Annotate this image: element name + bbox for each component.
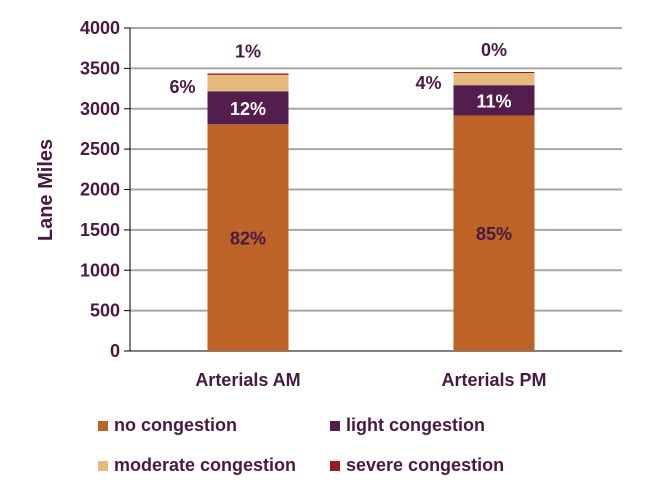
- legend-label: light congestion: [346, 415, 485, 435]
- data-label: 6%: [169, 77, 195, 97]
- bar-segment-moderate-congestion: [453, 73, 535, 86]
- bar-segment-moderate-congestion: [207, 74, 289, 92]
- legend-label: moderate congestion: [114, 455, 297, 475]
- legend-swatch: [330, 460, 340, 471]
- bar-segment-severe-congestion: [207, 73, 289, 75]
- bar-segment-light-congestion: [453, 85, 535, 116]
- bar-segment-no-congestion: [453, 115, 535, 352]
- y-tick-label: 3500: [80, 58, 120, 78]
- legend-label: no congestion: [114, 415, 237, 435]
- legend-severe-congestion: severe congestion: [330, 455, 504, 476]
- data-label: 1%: [235, 41, 261, 61]
- bar-segment-severe-congestion: [453, 72, 535, 74]
- bar-segment-light-congestion: [207, 91, 289, 125]
- legend-label: severe congestion: [346, 455, 505, 475]
- data-label: 4%: [415, 73, 441, 93]
- y-tick-label: 2000: [80, 180, 120, 200]
- legend-moderate-congestion: moderate congestion: [98, 455, 296, 476]
- data-label: 82%: [230, 229, 266, 249]
- data-label: 0%: [481, 40, 507, 60]
- legend-swatch: [98, 420, 108, 431]
- y-tick-label: 1500: [80, 220, 120, 240]
- legend-no-congestion: no congestion: [98, 415, 237, 436]
- y-tick-label: 500: [90, 301, 120, 321]
- data-label: 12%: [230, 99, 266, 119]
- data-label: 85%: [476, 224, 512, 244]
- y-tick-label: 4000: [80, 18, 120, 38]
- y-tick-label: 0: [110, 341, 120, 361]
- legend-swatch: [98, 460, 108, 471]
- x-tick-label: Arterials AM: [195, 370, 300, 390]
- y-tick-label: 2500: [80, 139, 120, 159]
- legend-light-congestion: light congestion: [330, 415, 485, 436]
- bar-segment-no-congestion: [207, 124, 289, 351]
- data-label: 11%: [476, 91, 511, 111]
- y-tick-label: 3000: [80, 99, 120, 119]
- x-tick-label: Arterials PM: [441, 370, 546, 390]
- legend-swatch: [330, 420, 340, 431]
- y-tick-label: 1000: [80, 260, 120, 280]
- y-axis-title: Lane Miles: [35, 139, 57, 241]
